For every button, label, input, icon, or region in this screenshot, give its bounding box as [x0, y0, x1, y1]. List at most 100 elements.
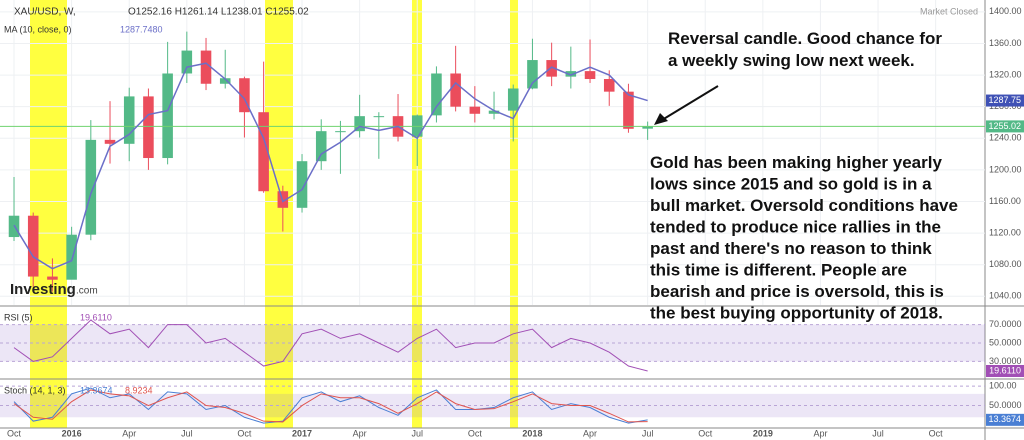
- notes: Gold has been making higher yearly lows s…: [650, 153, 958, 323]
- y-tick-label: 1400.00: [989, 6, 1022, 16]
- indicator-value: 8.9234: [125, 385, 153, 395]
- value-tag: 1287.75: [988, 95, 1021, 105]
- y-tick-label: 50.0000: [989, 337, 1022, 347]
- note-line: Gold has been making higher yearly: [650, 153, 942, 172]
- candle-body: [373, 116, 385, 118]
- x-tick-label: 2018: [522, 428, 542, 438]
- y-tick-label: 1360.00: [989, 38, 1022, 48]
- candle-body: [47, 276, 58, 280]
- candle-body: [85, 139, 97, 235]
- close-tag-box: [986, 120, 1024, 133]
- y-tick-label: 1320.00: [989, 69, 1022, 79]
- candle-body: [143, 96, 154, 159]
- arrow: [661, 85, 719, 121]
- close-tag: 1255.02: [988, 121, 1021, 131]
- y-tick-label: 1200.00: [989, 164, 1022, 174]
- x-tick-label: Jul: [642, 428, 654, 438]
- arrow-head: [654, 113, 668, 125]
- x-tick-label: Oct: [698, 428, 713, 438]
- value-tag-box: [986, 364, 1024, 377]
- x-tick-label: Jul: [411, 428, 423, 438]
- candle-body: [335, 131, 346, 133]
- note-line: bull market. Oversold conditions have: [650, 196, 958, 215]
- callout-line: Reversal candle. Good chance for: [668, 29, 942, 48]
- x-tick-label: Oct: [468, 428, 483, 438]
- value-tag: 19.6110: [989, 365, 1021, 375]
- indicator-name: Stoch (14, 1, 3): [4, 385, 66, 395]
- candle-body: [623, 91, 634, 129]
- x-tick-label: Apr: [583, 428, 597, 438]
- y-tick-label: 1040.00: [989, 291, 1022, 301]
- candle-body: [104, 139, 116, 144]
- note-line: tended to produce nice rallies in the: [650, 218, 941, 237]
- candle-body: [239, 78, 250, 113]
- note-line: past and there's no reason to think: [650, 239, 932, 258]
- series-line: [13, 387, 648, 424]
- candle-body: [507, 88, 519, 111]
- candle-body: [315, 131, 327, 162]
- candle-body: [66, 234, 77, 280]
- x-tick-label: Apr: [122, 428, 136, 438]
- value-tag-box: [986, 413, 1024, 426]
- value-tag-box: [986, 94, 1024, 107]
- indicator-name: MA (10, close, 0): [4, 24, 72, 34]
- candle-body: [296, 161, 308, 208]
- candle-body: [450, 73, 461, 107]
- x-tick-label: Oct: [929, 428, 944, 438]
- note-line: lows since 2015 and so gold is in a: [650, 175, 932, 194]
- x-tick-label: 2019: [753, 428, 773, 438]
- brand-suffix: .com: [76, 286, 98, 297]
- highlight: [265, 0, 293, 428]
- indicator-name: RSI (5): [4, 312, 33, 322]
- x-tick-label: Jul: [181, 428, 193, 438]
- x-tick-label: Apr: [353, 428, 367, 438]
- market-status: Market Closed: [920, 6, 978, 16]
- candle-body: [162, 73, 173, 159]
- candle-body: [603, 79, 615, 92]
- candle-body: [354, 116, 365, 132]
- y-tick-label: 50.0000: [989, 400, 1022, 410]
- candle-body: [123, 96, 135, 144]
- indicator-value: 19.6110: [80, 312, 112, 322]
- x-tick-label: Jul: [872, 428, 884, 438]
- x-tick-label: Apr: [813, 428, 827, 438]
- candle-body: [488, 110, 500, 114]
- x-tick-label: Oct: [7, 428, 22, 438]
- candle-body: [27, 215, 39, 277]
- y-tick-label: 100.00: [989, 380, 1017, 390]
- highlight: [510, 0, 518, 428]
- series-line: [13, 389, 648, 423]
- y-tick-label: 30.0000: [989, 356, 1022, 366]
- candle-body: [565, 71, 577, 77]
- series-line: [13, 62, 648, 270]
- candle-body: [642, 126, 653, 129]
- note-line: bearish and price is oversold, this is: [650, 282, 944, 301]
- candle-body: [200, 50, 212, 84]
- value-tag: 13.3674: [988, 414, 1021, 424]
- candle-body: [431, 73, 442, 116]
- highlight: [30, 0, 67, 428]
- y-tick-label: 1120.00: [989, 227, 1021, 237]
- candle-body: [219, 78, 231, 84]
- x-tick-label: 2016: [62, 428, 82, 438]
- y-tick-label: 1080.00: [989, 259, 1022, 269]
- brand: Investing: [10, 281, 76, 298]
- note-line: this time is different. People are: [650, 261, 907, 280]
- x-tick-label: 2017: [292, 428, 312, 438]
- y-tick-label: 70.0000: [989, 319, 1022, 329]
- note-line: the best buying opportunity of 2018.: [650, 304, 943, 323]
- candle-body: [258, 112, 269, 192]
- candle-body: [527, 60, 538, 89]
- candle-body: [469, 106, 481, 114]
- ohlc: O1252.16 H1261.14 L1238.01 C1255.02: [128, 7, 309, 18]
- symbol: XAU/USD, W,: [14, 7, 76, 18]
- series-line: [13, 319, 648, 372]
- indicator-value: 1287.7480: [120, 24, 163, 34]
- x-tick-label: Oct: [237, 428, 252, 438]
- callout-line: a weekly swing low next week.: [668, 51, 915, 70]
- y-tick-label: 1240.00: [989, 133, 1022, 143]
- candle-body: [584, 71, 596, 80]
- indicator-value: 13.3674: [80, 385, 113, 395]
